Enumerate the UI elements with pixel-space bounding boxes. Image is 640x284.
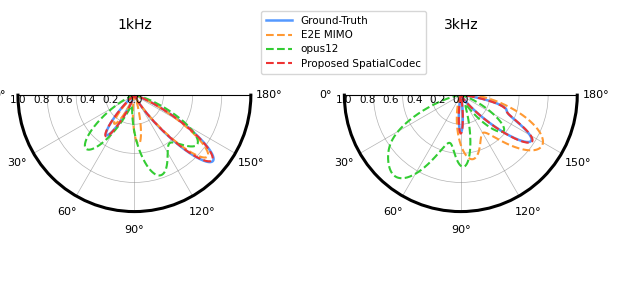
Text: 0.8: 0.8 xyxy=(360,95,376,105)
Legend: Ground-Truth, E2E MIMO, opus12, Proposed SpatialCodec: Ground-Truth, E2E MIMO, opus12, Proposed… xyxy=(261,11,426,74)
Title: 1kHz: 1kHz xyxy=(117,18,152,32)
Text: 0.2: 0.2 xyxy=(103,95,120,105)
Text: 0.6: 0.6 xyxy=(383,95,399,105)
Text: 0.4: 0.4 xyxy=(406,95,422,105)
Text: 0.8: 0.8 xyxy=(33,95,49,105)
Text: 0.6: 0.6 xyxy=(56,95,73,105)
Text: 1.0: 1.0 xyxy=(10,95,26,105)
Text: 0.0: 0.0 xyxy=(126,95,143,105)
Text: 0.0: 0.0 xyxy=(452,95,469,105)
Title: 3kHz: 3kHz xyxy=(444,18,478,32)
Text: 0.4: 0.4 xyxy=(79,95,96,105)
Text: 1.0: 1.0 xyxy=(336,95,353,105)
Text: 0.2: 0.2 xyxy=(429,95,446,105)
